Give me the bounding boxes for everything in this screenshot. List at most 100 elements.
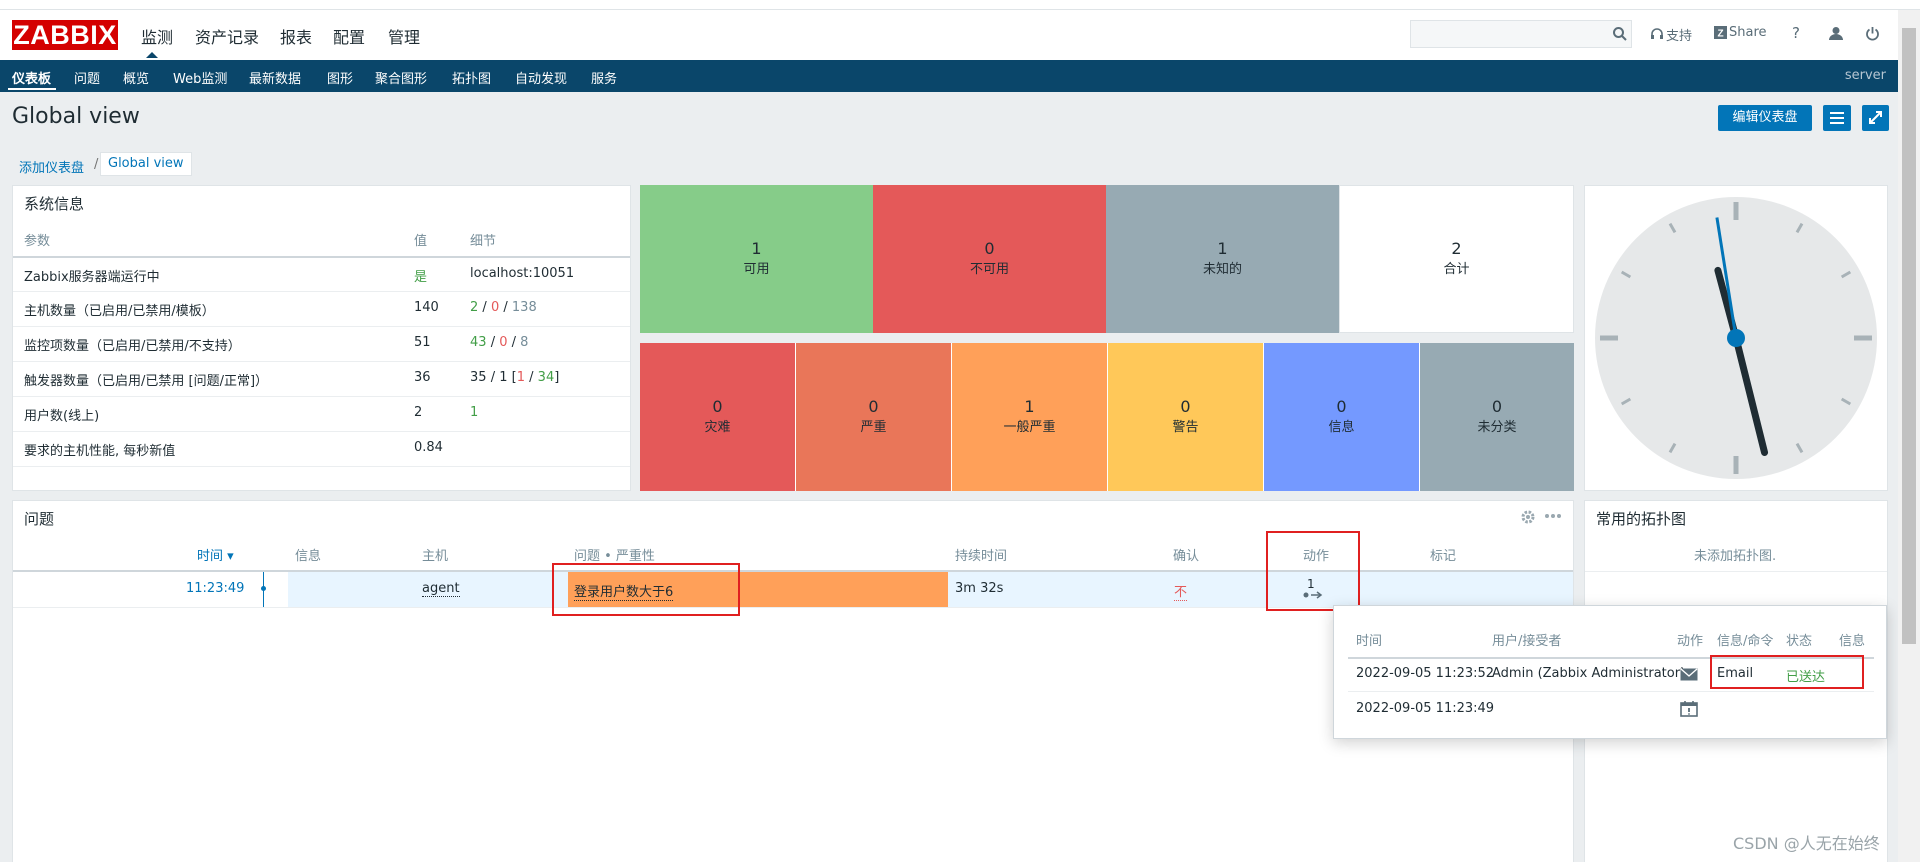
tile-count: 1	[1024, 397, 1035, 416]
row-divider	[1348, 691, 1874, 692]
popup-header-time: 时间	[1356, 634, 1383, 649]
row-divider	[13, 291, 630, 292]
share-link[interactable]: Share	[1729, 25, 1767, 40]
annotation-box-status	[1710, 655, 1864, 689]
subnav-screens[interactable]: 聚合图形	[375, 72, 428, 87]
menu-administration[interactable]: 管理	[388, 28, 421, 47]
actions-arrow-icon[interactable]	[1303, 590, 1323, 600]
popup-row-time: 2022-09-05 11:23:52	[1356, 666, 1495, 681]
subnav-active-underline	[8, 88, 56, 90]
menu-monitoring[interactable]: 监测	[141, 28, 174, 47]
column-header-info: 信息	[295, 549, 322, 564]
bracket-open: [	[511, 370, 517, 385]
gear-icon[interactable]	[1520, 509, 1536, 525]
table-row-detail: 2 / 0 / 138	[470, 300, 537, 315]
clock-tick	[1620, 270, 1632, 279]
user-profile-icon[interactable]	[1829, 26, 1843, 40]
column-header-time[interactable]: 时间 ▾	[197, 549, 234, 564]
clock-icon	[1595, 197, 1877, 479]
popup-header-command: 信息/命令	[1717, 634, 1774, 649]
tile-count: 1	[751, 239, 762, 258]
help-icon[interactable]: ?	[1792, 24, 1800, 42]
table-row-value: 是	[414, 270, 428, 285]
actions-count[interactable]: 1	[1307, 577, 1315, 591]
clock-second-hand	[1715, 217, 1738, 339]
availability-tile-total[interactable]: 2 合计	[1339, 185, 1574, 333]
severity-tile-information[interactable]: 0 信息	[1264, 343, 1419, 491]
tile-label: 未分类	[1477, 420, 1517, 435]
enabled-count: 43	[470, 335, 487, 350]
problem-name-link[interactable]: 登录用户数大于6	[574, 581, 674, 601]
severity-tile-average[interactable]: 1 一般严重	[952, 343, 1107, 491]
edit-dashboard-button[interactable]: 编辑仪表盘	[1718, 105, 1812, 131]
tile-count: 0	[712, 397, 723, 416]
fullscreen-button[interactable]	[1862, 105, 1889, 131]
column-header-problem: 问题 • 严重性	[574, 549, 655, 564]
problems-widget: 问题 时间 ▾ 信息 主机 问题 • 严重性 持续时间 确认 动作 标记 11:…	[12, 500, 1574, 862]
zabbix-logo[interactable]: ZABBIX	[12, 20, 118, 50]
subnav-latest-data[interactable]: 最新数据	[249, 72, 302, 87]
host-link[interactable]: agent	[422, 581, 460, 597]
column-header-ack: 确认	[1173, 549, 1200, 564]
subnav-dashboard[interactable]: 仪表板	[12, 72, 52, 87]
support-link[interactable]: 支持	[1666, 29, 1693, 44]
breadcrumb-add-dashboard[interactable]: 添加仪表盘	[19, 161, 85, 176]
subnav-graphs[interactable]: 图形	[327, 72, 354, 87]
severity-tile-not-classified[interactable]: 0 未分类	[1420, 343, 1574, 491]
menu-inventory[interactable]: 资产记录	[195, 28, 260, 47]
tile-label: 合计	[1443, 262, 1470, 277]
subnav-maps[interactable]: 拓扑图	[452, 72, 492, 87]
search-input[interactable]	[1410, 20, 1632, 48]
table-row-detail: 35 / 1 [1 / 34]	[470, 370, 559, 385]
fullscreen-icon	[1869, 111, 1882, 124]
breadcrumb-current[interactable]: Global view	[100, 152, 192, 176]
availability-tile-unknown[interactable]: 1 未知的	[1106, 185, 1339, 333]
table-row-detail: 1	[470, 405, 479, 420]
table-row-value: 140	[414, 300, 439, 315]
subnav-discovery[interactable]: 自动发现	[515, 72, 568, 87]
severity-tile-warning[interactable]: 0 警告	[1108, 343, 1263, 491]
browser-top-strip	[0, 0, 1920, 10]
search-icon[interactable]	[1612, 26, 1628, 42]
detail-separator: /	[482, 300, 487, 315]
clock-tick	[1795, 222, 1804, 234]
menu-reports[interactable]: 报表	[280, 28, 313, 47]
detail-separator: /	[490, 370, 496, 385]
tile-count: 2	[1451, 239, 1462, 258]
tile-count: 1	[1217, 239, 1228, 258]
more-options-icon[interactable]	[1544, 511, 1562, 523]
tile-label: 灾难	[704, 420, 731, 435]
ack-link[interactable]: 不	[1174, 581, 1188, 601]
availability-tile-available[interactable]: 1 可用	[640, 185, 873, 333]
problem-severity-cell[interactable]	[568, 572, 948, 607]
bracket-close: ]	[554, 370, 560, 385]
column-header-actions: 动作	[1303, 549, 1330, 564]
action-details-popup: 时间 用户/接受者 动作 信息/命令 状态 信息 2022-09-05 11:2…	[1333, 605, 1887, 739]
problems-by-severity-widget: 0 灾难 0 严重 1 一般严重 0 警告 0 信息 0 未分类	[640, 343, 1574, 491]
clock-tick	[1795, 442, 1804, 454]
subnav-overview[interactable]: 概览	[123, 72, 150, 87]
disabled-count: 0	[490, 300, 500, 315]
table-row-param: 要求的主机性能, 每秒新值	[24, 444, 176, 459]
page-scrollbar-thumb[interactable]	[1902, 28, 1916, 644]
sub-navigation: 仪表板 问题 概览 Web监测 最新数据 图形 聚合图形 拓扑图 自动发现 服务…	[0, 60, 1920, 92]
breadcrumb-separator: /	[94, 157, 99, 172]
widget-title: 问题	[24, 510, 55, 528]
clock-tick	[1620, 397, 1632, 406]
availability-tile-unavailable[interactable]: 0 不可用	[873, 185, 1106, 333]
subnav-problems[interactable]: 问题	[74, 72, 101, 87]
severity-tile-disaster[interactable]: 0 灾难	[640, 343, 795, 491]
problem-time-link[interactable]: 11:23:49	[186, 581, 245, 596]
dashboard-list-button[interactable]	[1823, 105, 1851, 131]
subnav-web[interactable]: Web监测	[173, 72, 228, 87]
popup-header-status: 状态	[1786, 634, 1813, 649]
detail-separator: /	[490, 335, 496, 350]
widget-title: 常用的拓扑图	[1596, 510, 1687, 528]
signout-icon[interactable]	[1865, 26, 1880, 41]
subnav-services[interactable]: 服务	[591, 72, 618, 87]
menu-configuration[interactable]: 配置	[333, 28, 366, 47]
watermark: CSDN @人无在始终	[1733, 834, 1880, 853]
row-divider	[13, 607, 1573, 608]
table-row-value: 2	[414, 405, 423, 420]
severity-tile-high[interactable]: 0 严重	[796, 343, 951, 491]
